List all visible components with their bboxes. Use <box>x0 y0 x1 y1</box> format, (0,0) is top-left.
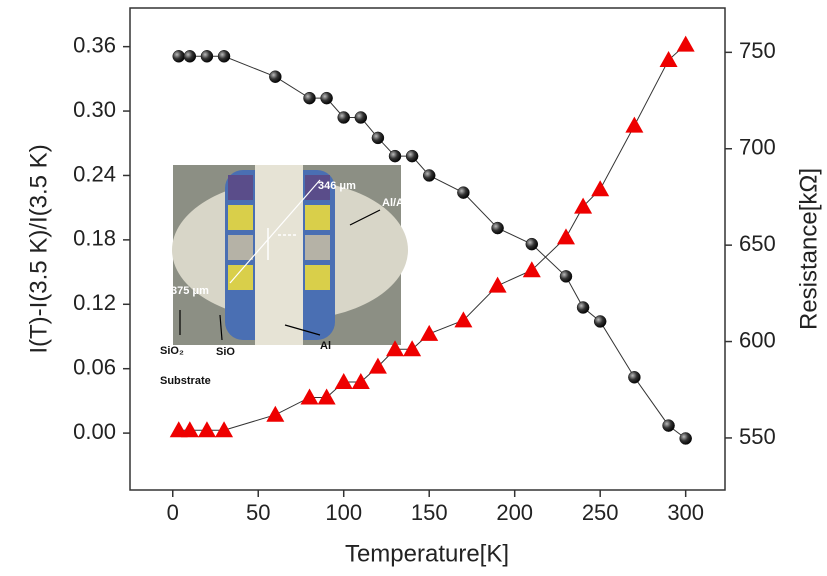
triangle-marker <box>318 388 336 404</box>
y2-tick-label: 750 <box>739 38 776 63</box>
y-tick-label: 0.06 <box>73 355 116 380</box>
x-tick-label: 50 <box>246 500 270 525</box>
triangle-marker <box>660 51 678 67</box>
circle-marker <box>594 315 606 327</box>
x-tick-label: 100 <box>325 500 362 525</box>
annotation: Substrate <box>160 375 211 387</box>
circle-marker <box>406 150 418 162</box>
circle-marker <box>304 92 316 104</box>
circle-marker <box>201 50 213 62</box>
circle-marker <box>526 238 538 250</box>
circle-marker <box>389 150 401 162</box>
circle-marker <box>184 50 196 62</box>
y-axis-label: I(T)-I(3.5 K)/I(3.5 K) <box>25 144 52 353</box>
triangle-marker <box>403 340 421 356</box>
triangle-marker <box>557 228 575 244</box>
y2-tick-label: 650 <box>739 231 776 256</box>
circle-marker <box>338 111 350 123</box>
y2-tick-label: 550 <box>739 424 776 449</box>
annotation: Al/Al₂O₃ <box>382 197 426 209</box>
x-tick-label: 250 <box>582 500 619 525</box>
y2-tick-label: 600 <box>739 327 776 352</box>
triangle-marker <box>335 373 353 389</box>
circle-marker <box>457 187 469 199</box>
triangle-marker <box>181 421 199 437</box>
triangle-marker <box>352 373 370 389</box>
circle-marker <box>173 50 185 62</box>
circle-marker <box>355 111 367 123</box>
circle-marker <box>423 169 435 181</box>
circle-marker <box>560 270 572 282</box>
triangle-marker <box>198 421 216 437</box>
triangle-marker <box>301 388 319 404</box>
annotation: 346 μm <box>318 180 356 192</box>
y-tick-label: 0.36 <box>73 32 116 57</box>
y-tick-label: 0.24 <box>73 161 116 186</box>
y2-tick-label: 700 <box>739 135 776 160</box>
triangle-marker <box>625 117 643 133</box>
y-tick-label: 0.12 <box>73 290 116 315</box>
y-tick-label: 0.30 <box>73 97 116 122</box>
triangle-marker <box>677 36 695 52</box>
triangle-marker <box>591 180 609 196</box>
annotation: SiO <box>216 346 235 358</box>
y-tick-label: 0.00 <box>73 419 116 444</box>
circle-marker <box>628 371 640 383</box>
triangle-marker <box>266 406 284 422</box>
chart: Temperature[K] I(T)-I(3.5 K)/I(3.5 K) Re… <box>0 0 827 576</box>
circle-marker <box>218 50 230 62</box>
circle-marker <box>577 302 589 314</box>
triangle-marker <box>489 277 507 293</box>
x-tick-label: 300 <box>667 500 704 525</box>
circle-marker <box>372 132 384 144</box>
inset-photo <box>172 165 408 345</box>
circle-marker <box>321 92 333 104</box>
x-tick-label: 0 <box>167 500 179 525</box>
circle-marker <box>663 420 675 432</box>
annotation: SiO₂ <box>160 345 184 357</box>
circle-marker <box>680 432 692 444</box>
x-axis-label: Temperature[K] <box>345 540 509 567</box>
triangle-marker <box>215 421 233 437</box>
y2-axis-label: Resistance[kΩ] <box>795 168 822 330</box>
annotation: Al <box>320 340 331 352</box>
circle-marker <box>269 71 281 83</box>
triangle-marker <box>420 325 438 341</box>
circle-marker <box>492 222 504 234</box>
x-tick-label: 150 <box>411 500 448 525</box>
x-tick-label: 200 <box>496 500 533 525</box>
y-tick-label: 0.18 <box>73 226 116 251</box>
annotation: 375 μm <box>171 285 209 297</box>
